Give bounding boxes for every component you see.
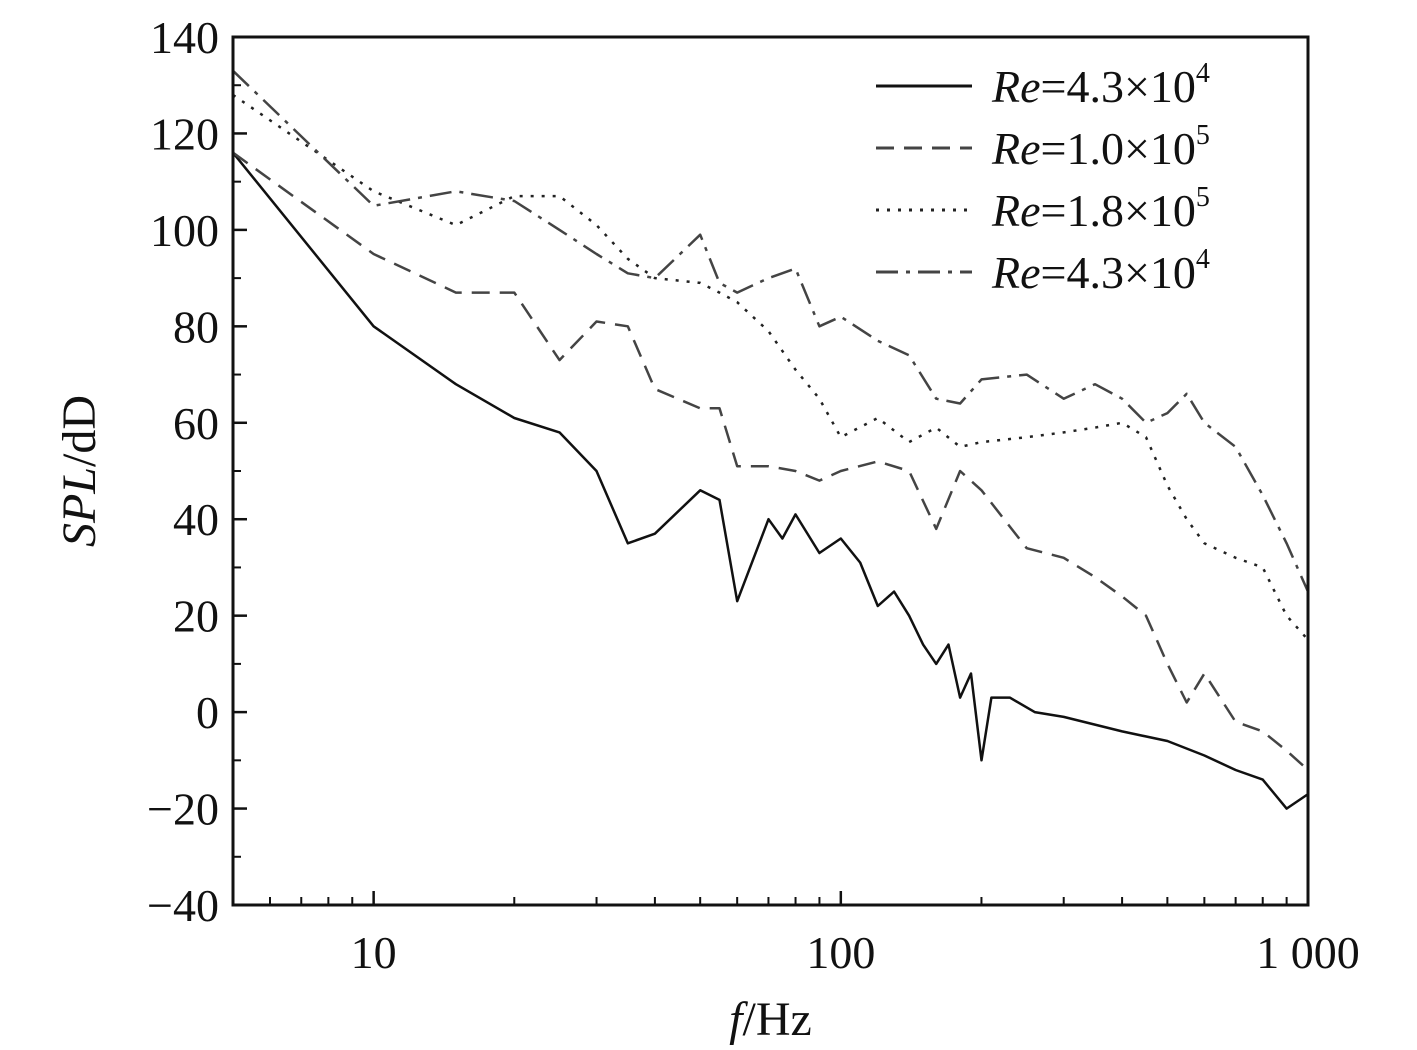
legend-label-2: Re=1.0×105 bbox=[991, 120, 1210, 174]
legend-label-italic: Re bbox=[991, 185, 1041, 236]
legend-label-italic: Re bbox=[991, 247, 1041, 298]
legend-label-exponent: 5 bbox=[1196, 120, 1210, 151]
y-tick-label: 140 bbox=[150, 12, 219, 63]
y-tick-label: 0 bbox=[196, 687, 219, 738]
legend-label-exponent: 4 bbox=[1196, 244, 1210, 275]
y-tick-label: 80 bbox=[173, 301, 219, 352]
x-axis-title: f/Hz bbox=[729, 993, 812, 1046]
x-tick-label: 10 bbox=[351, 927, 397, 978]
y-axis-title: SPL/dD bbox=[53, 395, 106, 547]
legend-label-exponent: 5 bbox=[1196, 182, 1210, 213]
y-tick-label: −40 bbox=[147, 880, 219, 931]
y-tick-label: 40 bbox=[173, 494, 219, 545]
y-tick-label: 100 bbox=[150, 205, 219, 256]
series-line-2 bbox=[232, 151, 1309, 771]
y-axis-title-unit: /dD bbox=[53, 395, 106, 467]
x-tick-label: 1 000 bbox=[1256, 927, 1360, 978]
legend-label-italic: Re bbox=[991, 61, 1041, 112]
legend-label-italic: Re bbox=[991, 123, 1041, 174]
y-axis-title-italic: SPL bbox=[53, 467, 106, 547]
ticks-layer: −40 −20 0 20 40 60 80 100 120 140 10 100 1 000 bbox=[147, 12, 1360, 978]
series-line-4 bbox=[232, 69, 1310, 593]
x-tick-label: 100 bbox=[806, 927, 875, 978]
y-tick-label: 60 bbox=[173, 398, 219, 449]
legend-label-4: Re=4.3×104 bbox=[991, 244, 1210, 298]
series-line-1 bbox=[232, 151, 1309, 810]
series-layer bbox=[232, 69, 1310, 810]
legend-label-text: =4.3×10 bbox=[1041, 247, 1196, 298]
legend-label-text: =1.8×10 bbox=[1041, 185, 1196, 236]
legend-label-exponent: 4 bbox=[1196, 58, 1210, 89]
x-axis-title-unit: /Hz bbox=[743, 993, 812, 1046]
y-tick-label: −20 bbox=[147, 784, 219, 835]
series-line-3 bbox=[232, 93, 1309, 641]
y-tick-label: 120 bbox=[150, 108, 219, 159]
legend-label-text: =4.3×10 bbox=[1041, 61, 1196, 112]
y-tick-label: 20 bbox=[173, 591, 219, 642]
legend-label-1: Re=4.3×104 bbox=[991, 58, 1210, 112]
legend-label-3: Re=1.8×105 bbox=[991, 182, 1210, 236]
legend-label-text: =1.0×10 bbox=[1041, 123, 1196, 174]
